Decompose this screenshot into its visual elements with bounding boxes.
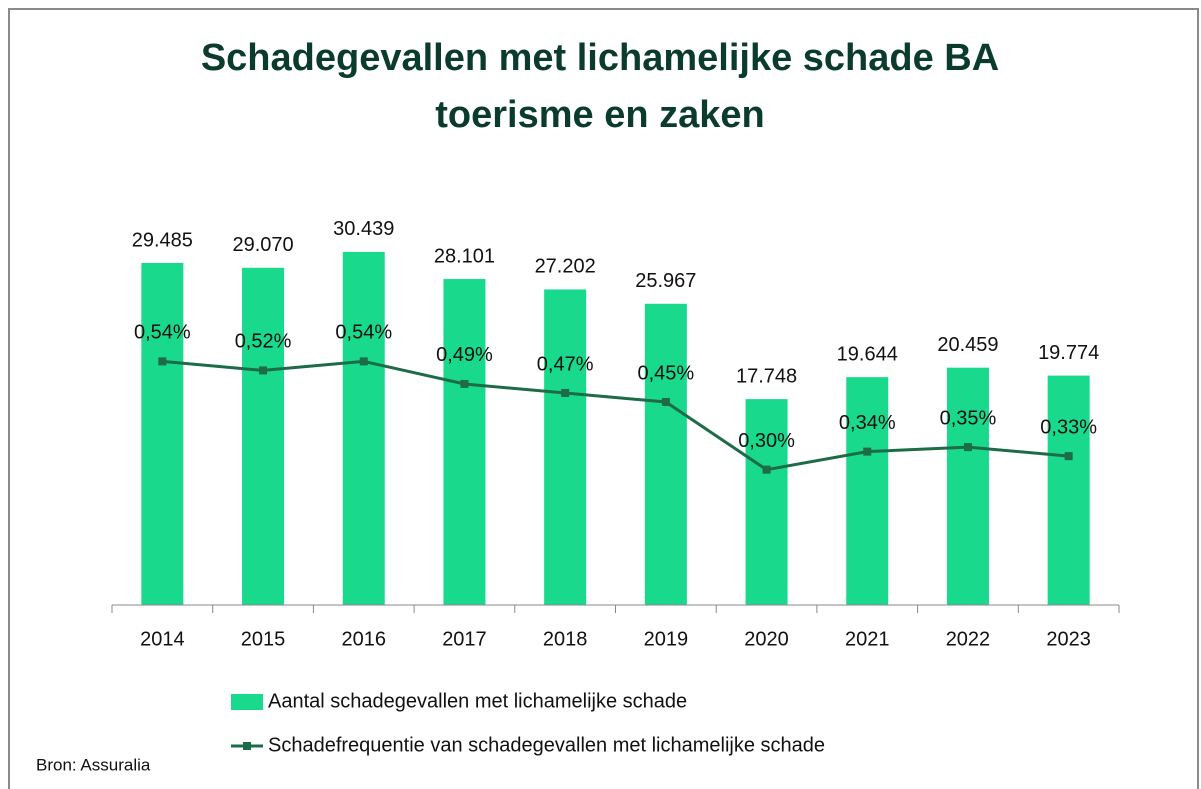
line-value-label: 0,54% xyxy=(134,322,191,344)
bar-value-label: 17.748 xyxy=(736,365,797,387)
x-tick-label: 2020 xyxy=(744,628,789,650)
bar xyxy=(946,367,989,605)
line-marker xyxy=(460,379,469,388)
line-value-label: 0,34% xyxy=(839,412,896,434)
line-value-label: 0,47% xyxy=(537,353,594,375)
x-tick-label: 2023 xyxy=(1046,628,1091,650)
chart-title: Schadegevallen met lichamelijke schade B… xyxy=(200,37,1000,136)
bar-value-label: 19.644 xyxy=(837,343,898,365)
line-marker xyxy=(963,443,972,452)
bar-value-label: 30.439 xyxy=(333,218,394,240)
source-note: Bron: Assuralia xyxy=(36,755,151,774)
bar xyxy=(443,279,486,605)
bar-value-label: 19.774 xyxy=(1038,342,1099,364)
line-series xyxy=(162,359,1069,472)
chart-frame xyxy=(8,8,1199,789)
line-marker xyxy=(1064,452,1073,461)
line-marker xyxy=(661,398,670,406)
line-marker xyxy=(359,357,368,366)
bar xyxy=(745,399,788,605)
x-tick-label: 2019 xyxy=(644,628,689,650)
bar xyxy=(544,289,587,605)
bar-value-label: 20.459 xyxy=(937,334,998,356)
legend-swatch xyxy=(231,694,263,710)
bar-value-label: 29.070 xyxy=(232,234,293,256)
line-value-label: 0,33% xyxy=(1040,416,1097,438)
bar xyxy=(141,262,184,605)
bar-value-label: 27.202 xyxy=(535,256,596,278)
legend-marker xyxy=(243,742,251,750)
x-tick-label: 2015 xyxy=(241,628,286,650)
line-value-label: 0,45% xyxy=(637,362,694,384)
legend-label: Aantal schadegevallen met lichamelijke s… xyxy=(268,690,687,712)
bar xyxy=(846,377,889,605)
bar-value-label: 28.101 xyxy=(434,245,495,267)
legend-label: Schadefrequentie van schadegevallen met … xyxy=(268,734,825,756)
line-marker xyxy=(762,465,771,474)
line-marker xyxy=(863,447,872,456)
x-tick-label: 2018 xyxy=(543,628,588,650)
x-tick-label: 2014 xyxy=(140,628,185,650)
x-tick-label: 2016 xyxy=(342,628,387,650)
line-value-label: 0,49% xyxy=(436,344,493,366)
line-value-label: 0,54% xyxy=(335,322,392,344)
line-marker xyxy=(259,366,268,375)
bar xyxy=(342,251,385,605)
x-tick-label: 2017 xyxy=(442,628,487,650)
line-value-label: 0,52% xyxy=(235,331,292,353)
bar xyxy=(1047,375,1090,605)
line-marker xyxy=(158,357,167,366)
bar xyxy=(644,303,687,605)
line-value-label: 0,35% xyxy=(940,407,997,429)
bar-value-label: 25.967 xyxy=(635,270,696,292)
line-value-label: 0,30% xyxy=(738,430,795,452)
x-tick-label: 2021 xyxy=(845,628,890,650)
line-marker xyxy=(561,388,570,397)
bar xyxy=(242,267,285,605)
x-tick-label: 2022 xyxy=(946,628,991,650)
bar-value-label: 29.485 xyxy=(132,229,193,251)
